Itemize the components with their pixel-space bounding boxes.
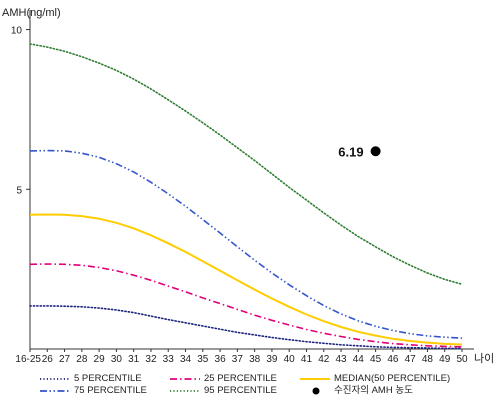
x-tick-label: 45	[370, 354, 382, 365]
x-tick-label: 28	[76, 354, 88, 365]
x-tick-label: 49	[439, 354, 451, 365]
x-tick-label: 33	[163, 354, 175, 365]
series-line-median-50-percentile	[29, 213, 463, 346]
x-tick-label: 48	[422, 354, 434, 365]
patient-amh-point	[370, 146, 381, 157]
x-tick-label: 47	[405, 354, 417, 365]
x-tick-label: 46	[387, 354, 399, 365]
y-tick-label: 10	[11, 26, 23, 37]
patient-amh-label: 6.19	[338, 144, 363, 159]
y-ticks: 5 10	[11, 26, 30, 196]
x-axis-title: 나이	[474, 352, 494, 365]
legend-swatch	[170, 390, 200, 392]
x-tick-label: 32	[145, 354, 157, 365]
y-axis-title: AMH(ng/ml)	[2, 7, 61, 19]
x-tick-label: 40	[284, 354, 296, 365]
legend-swatch	[40, 378, 70, 380]
x-tick-label: 37	[232, 354, 244, 365]
legend-label: 25 PERCENTILE	[204, 373, 277, 384]
x-tick-label: 26	[42, 354, 54, 365]
patient-marker: 6.19	[338, 144, 381, 159]
x-tick-label: 39	[266, 354, 278, 365]
legend-label: 5 PERCENTILE	[74, 373, 142, 384]
series-lines	[29, 43, 463, 350]
series-line-75-percentile	[29, 149, 463, 339]
x-tick-label: 29	[94, 354, 106, 365]
x-tick-label: 41	[301, 354, 313, 365]
legend-swatch	[40, 390, 70, 392]
x-tick-label: 35	[197, 354, 209, 365]
x-tick-label: 16-25	[15, 354, 41, 365]
legend-swatch	[300, 378, 330, 380]
legend: 5 PERCENTILE 25 PERCENTILE MEDIAN(50 PER…	[0, 370, 500, 400]
y-tick-label: 5	[16, 185, 22, 196]
x-tick-label: 50	[456, 354, 468, 365]
x-tick-label: 42	[318, 354, 330, 365]
x-tick-label: 43	[335, 354, 347, 365]
x-tick-label: 27	[59, 354, 71, 365]
legend-marker-icon	[312, 387, 320, 395]
series-line-95-percentile	[29, 43, 463, 286]
x-tick-label: 44	[353, 354, 365, 365]
amh-percentile-chart: AMH(ng/ml) 5 10 16-25 26 27 28 29 30 31 32 33 34 35…	[2, 7, 494, 365]
legend-label: 수진자의 AMH 농도	[334, 385, 413, 396]
legend-label: 75 PERCENTILE	[74, 385, 147, 396]
legend-label: MEDIAN(50 PERCENTILE)	[334, 373, 451, 384]
series-line-5-percentile	[29, 305, 463, 350]
x-tick-label: 38	[249, 354, 261, 365]
legend-label: 95 PERCENTILE	[204, 385, 277, 396]
x-tick-label: 31	[128, 354, 140, 365]
x-ticks: 16-25 26 27 28 29 30 31 32 33 34 35 36 37 38 39 40 41 42 4…	[15, 349, 468, 365]
series-line-25-percentile	[29, 263, 463, 348]
x-tick-label: 30	[111, 354, 123, 365]
x-tick-label: 36	[215, 354, 227, 365]
legend-swatch	[170, 378, 200, 380]
x-tick-label: 34	[180, 354, 192, 365]
